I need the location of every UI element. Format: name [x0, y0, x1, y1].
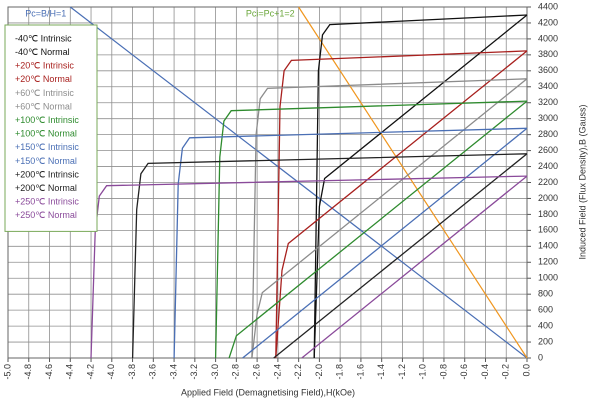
x-tick-label: -4.2: [85, 364, 95, 380]
x-tick-label: -3.0: [210, 364, 220, 380]
y-tick-label: 4400: [538, 1, 558, 11]
y-tick-label: 400: [538, 320, 553, 330]
y-tick-label: 600: [538, 305, 553, 315]
legend-label: +100℃ Normal: [15, 129, 77, 139]
y-tick-label: 2600: [538, 145, 558, 155]
y-tick-label: 2800: [538, 129, 558, 139]
x-tick-label: -5.0: [2, 364, 12, 380]
curve: [275, 50, 528, 359]
x-tick-label: -3.8: [127, 364, 137, 380]
legend: -40℃ Intrinsic -40℃ Normal +20℃ Intrinsic +…: [4, 24, 98, 232]
legend-box: [4, 24, 98, 232]
y-tick-label: 1600: [538, 225, 558, 235]
x-tick-label: -1.0: [418, 364, 428, 380]
curve: [301, 175, 528, 359]
load-line-label: Pci=Pc+1=2: [246, 8, 295, 18]
y-tick-label: 2000: [538, 193, 558, 203]
y-tick-label: 1400: [538, 241, 558, 251]
y-tick-label: 0: [538, 352, 543, 362]
x-tick-label: -2.8: [231, 364, 241, 380]
legend-label: +20℃ Normal: [15, 74, 72, 84]
y-tick-label: 3000: [538, 113, 558, 123]
legend-label: +150℃ Intrinsic: [15, 142, 79, 152]
legend-label: +100℃ Intrinsic: [15, 115, 79, 125]
y-tick-label: 3200: [538, 97, 558, 107]
curve: [273, 153, 528, 359]
curve: [313, 14, 528, 359]
legend-label: +20℃ Intrinsic: [15, 61, 74, 71]
x-tick-label: -3.2: [189, 364, 199, 380]
y-tick-label: 2200: [538, 177, 558, 187]
x-tick-label: -2.2: [293, 364, 303, 380]
legend-label: -40℃ Intrinsic: [15, 33, 72, 43]
x-tick-label: -2.4: [272, 364, 282, 380]
y-tick-label: 3400: [538, 81, 558, 91]
legend-label: -40℃ Normal: [15, 47, 70, 57]
curve: [90, 175, 528, 359]
x-tick-label: -0.4: [480, 364, 490, 380]
load-line: [69, 6, 528, 359]
y-axis-title: Induced Field (Flux Density),B (Gauss): [577, 104, 587, 259]
y-tick-label: 1800: [538, 209, 558, 219]
y-tick-label: 4200: [538, 17, 558, 27]
x-tick-label: -1.8: [335, 364, 345, 380]
y-tick-label: 1000: [538, 273, 558, 283]
x-axis-title: Applied Field (Demagnetising Field),H(kO…: [181, 387, 355, 397]
y-tick-label: 3800: [538, 49, 558, 59]
curve: [251, 78, 528, 359]
curve: [275, 50, 528, 359]
y-tick-label: 3600: [538, 65, 558, 75]
legend-label: +250℃ Intrinsic: [15, 197, 79, 207]
x-tick-label: -2.0: [314, 364, 324, 380]
x-tick-label: -3.6: [148, 364, 158, 380]
legend-label: +60℃ Normal: [15, 101, 72, 111]
curve: [313, 14, 528, 359]
y-tick-label: 800: [538, 289, 553, 299]
y-tick-label: 1200: [538, 257, 558, 267]
legend-label: +250℃ Normal: [15, 210, 77, 220]
curve: [214, 100, 528, 359]
y-tick-label: 200: [538, 336, 553, 346]
x-tick-label: -4.4: [65, 364, 75, 380]
x-tick-label: -1.4: [376, 364, 386, 380]
y-tick-label: 2400: [538, 161, 558, 171]
load-line: [298, 6, 528, 359]
legend-label: +60℃ Intrinsic: [15, 88, 74, 98]
x-tick-label: -0.2: [501, 364, 511, 380]
y-tick-label: 4000: [538, 33, 558, 43]
legend-label: +200℃ Intrinsic: [15, 169, 79, 179]
x-tick-label: -1.6: [355, 364, 365, 380]
x-tick-label: -0.8: [438, 364, 448, 380]
x-tick-label: -1.2: [397, 364, 407, 380]
x-tick-label: -4.8: [23, 364, 33, 380]
load-line-label: Pc=B/H=1: [25, 8, 66, 18]
curve: [228, 100, 528, 359]
legend-label: +150℃ Normal: [15, 156, 77, 166]
x-tick-label: -4.0: [106, 364, 116, 380]
x-tick-label: -0.6: [459, 364, 469, 380]
curve: [131, 153, 528, 359]
curve: [242, 127, 528, 359]
x-tick-label: -3.4: [168, 364, 178, 380]
curve: [173, 127, 528, 359]
x-tick-label: -2.6: [251, 364, 261, 380]
curve: [251, 78, 528, 359]
x-tick-label: -4.6: [44, 364, 54, 380]
x-tick-label: 0.0: [521, 364, 531, 377]
legend-label: +200℃ Normal: [15, 183, 77, 193]
